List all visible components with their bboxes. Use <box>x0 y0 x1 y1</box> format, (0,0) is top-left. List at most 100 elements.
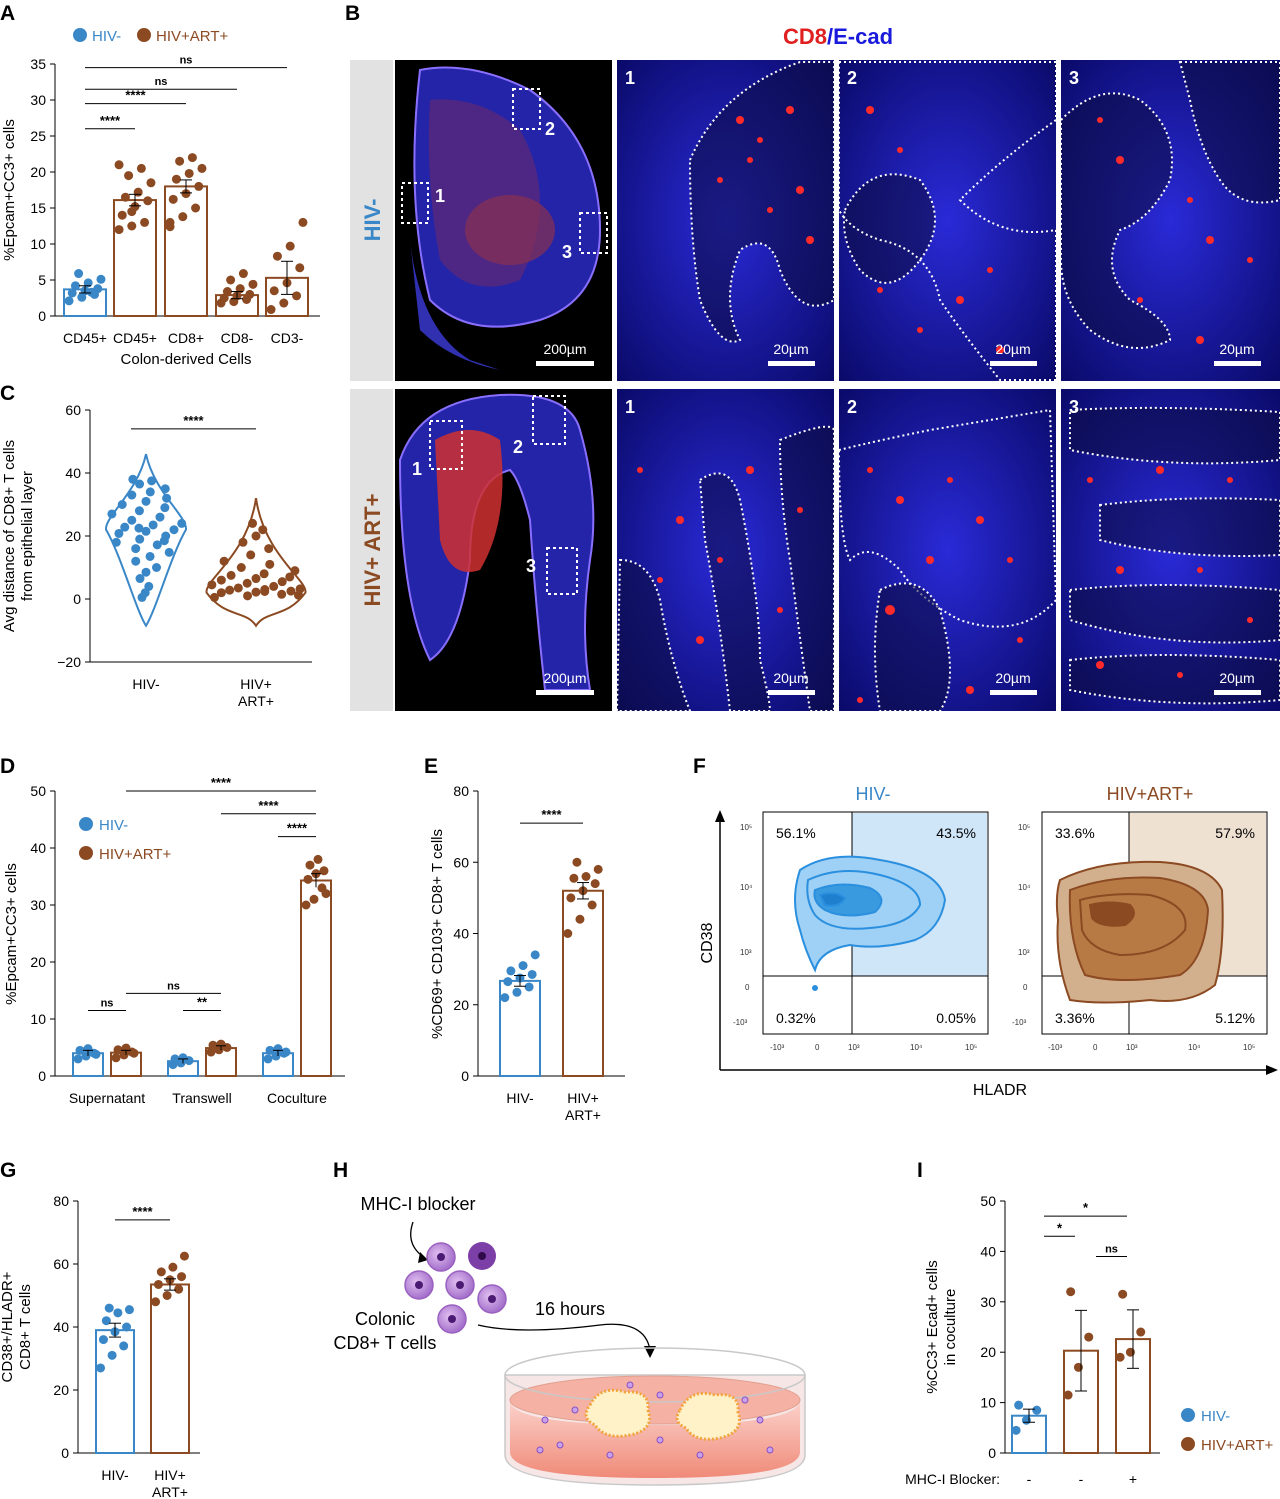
tile-number-neg-3: 3 <box>1069 68 1079 88</box>
data-point <box>258 525 268 535</box>
x-tick-label: CD45+ <box>63 330 107 346</box>
sig-label: **** <box>287 821 308 836</box>
panel-label-e: E <box>424 755 438 778</box>
f-neg-ytick-1: 10⁴ <box>740 883 753 892</box>
data-point <box>233 583 243 593</box>
data-point <box>178 1053 188 1063</box>
data-point <box>129 1048 139 1058</box>
data-point <box>155 512 165 522</box>
data-point <box>114 528 124 538</box>
x-tick-label: CD3- <box>271 330 304 346</box>
data-point <box>500 993 510 1003</box>
f-pos-ytick-2: 10³ <box>1018 948 1030 957</box>
data-point <box>83 278 93 288</box>
f-pos-q-ul: 33.6% <box>1055 825 1095 841</box>
y-axis-label: CD8+ T cells <box>17 1284 34 1370</box>
data-point <box>74 269 84 279</box>
data-point <box>179 1251 189 1261</box>
data-point <box>124 171 134 181</box>
legend-i-dot-hiv-neg <box>1181 1408 1195 1422</box>
f-pos-q-lr: 5.12% <box>1215 1010 1255 1026</box>
y-axis-label: CD38+/HLADR+ <box>0 1271 16 1382</box>
y-tick-label: 60 <box>453 854 469 870</box>
data-point <box>152 563 162 572</box>
data-point <box>164 547 174 557</box>
data-point <box>235 284 245 294</box>
bar <box>300 879 332 1077</box>
data-point <box>128 474 138 484</box>
title-ecad: E-cad <box>833 24 893 49</box>
roi-label-pos-2: 2 <box>513 437 523 457</box>
roi-label-neg-3: 3 <box>562 242 572 262</box>
data-point <box>191 203 201 213</box>
data-point <box>141 496 151 506</box>
data-point <box>265 559 275 569</box>
data-point <box>298 217 308 227</box>
y-axis-label: in coculture <box>942 1289 959 1366</box>
data-point <box>572 857 582 867</box>
data-point <box>152 540 162 550</box>
row-label-hiv-neg: HIV- <box>360 199 385 242</box>
data-point <box>563 929 573 938</box>
legend-i-label-hiv-pos: HIV+ART+ <box>1201 1437 1273 1454</box>
panel-h: MHC-I blocker Colonic CD8+ T cells 16 ho… <box>334 1194 806 1486</box>
panel-b-title: CD8/E-cad <box>783 24 893 49</box>
data-point <box>1011 1425 1021 1435</box>
data-point <box>1021 1415 1031 1425</box>
f-pos-xtick-1: 0 <box>1093 1043 1098 1052</box>
roi-box-neg-2 <box>512 88 541 130</box>
data-point <box>122 1322 132 1332</box>
y-tick-label: 25 <box>30 128 46 144</box>
sig-label: ns <box>155 76 168 88</box>
scale-bar-pos-1 <box>768 690 815 695</box>
panel-label-c: C <box>0 382 15 405</box>
data-point <box>162 493 172 503</box>
data-point <box>1063 1390 1073 1400</box>
data-point <box>260 586 270 596</box>
h-time-label: 16 hours <box>535 1299 605 1319</box>
legend-i: HIV- HIV+ART+ <box>1181 1408 1273 1454</box>
x-tick-label: Coculture <box>267 1090 327 1106</box>
f-neg-ytick-2: 10³ <box>740 948 752 957</box>
overview-tissue-hiv-pos: 1 2 3 <box>398 393 595 691</box>
data-point <box>131 556 141 566</box>
data-point <box>226 275 236 285</box>
data-point <box>295 263 305 273</box>
tile-number-neg-2: 2 <box>847 68 857 88</box>
row-label-bg-hiv-neg <box>350 60 393 381</box>
x-tick-label: HIV- <box>506 1090 534 1106</box>
y-tick-label: 35 <box>30 56 46 72</box>
legend-dot-hiv-neg <box>73 28 87 42</box>
row-label-hiv-pos: HIV+ ART+ <box>360 494 385 607</box>
data-point <box>219 556 229 566</box>
legend-dot-hiv-pos <box>137 28 151 42</box>
data-point <box>194 181 204 191</box>
y-tick-label: 40 <box>65 465 81 481</box>
h-petri-dish <box>504 1347 806 1486</box>
f-neg-ytick-0: 10⁵ <box>740 823 752 832</box>
data-point <box>309 894 319 904</box>
data-point <box>226 570 236 580</box>
data-point <box>566 893 576 903</box>
legend-a: HIV- HIV+ART+ <box>73 28 228 45</box>
bar <box>164 185 208 317</box>
y-tick-label: 10 <box>30 1011 46 1027</box>
scale-bar-pos-3 <box>1214 690 1261 695</box>
tile-number-neg-1: 1 <box>625 68 635 88</box>
data-point <box>144 581 154 591</box>
data-point <box>293 590 303 600</box>
data-point <box>530 950 540 960</box>
data-point <box>135 479 145 489</box>
y-tick-label: 0 <box>461 1068 469 1084</box>
f-pos-xtick-4: 10⁵ <box>1243 1043 1255 1052</box>
data-point <box>216 1039 226 1049</box>
data-point <box>581 872 591 881</box>
data-point <box>269 286 279 296</box>
data-point <box>273 1044 283 1054</box>
data-point <box>104 1303 114 1313</box>
data-point <box>107 1350 117 1360</box>
x-tick-label: CD45+ <box>113 330 157 346</box>
data-point <box>113 1308 123 1318</box>
y-tick-label: 0 <box>61 1445 69 1461</box>
